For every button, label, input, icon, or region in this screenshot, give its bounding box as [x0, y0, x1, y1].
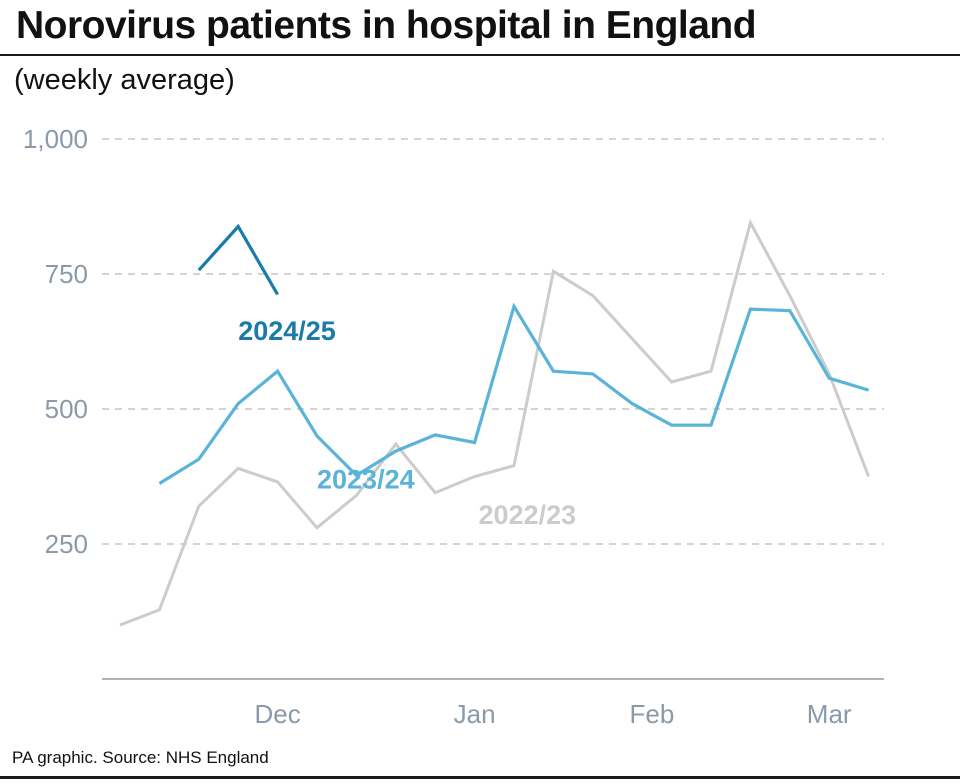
- y-tick-label: 250: [45, 529, 88, 559]
- x-tick-label: Jan: [454, 699, 496, 729]
- x-tick-label: Dec: [254, 699, 300, 729]
- source-credit: PA graphic. Source: NHS England: [12, 748, 269, 767]
- bottom-rule: [0, 776, 960, 779]
- series-line-2024-25: [197, 223, 279, 296]
- y-tick-label: 500: [45, 394, 88, 424]
- series-label-2024-25: 2024/25: [238, 316, 336, 346]
- y-tick-label: 1,000: [23, 124, 88, 154]
- x-tick-label: Mar: [807, 699, 852, 729]
- series-label-2022-23: 2022/23: [479, 500, 577, 530]
- top-rule: [0, 54, 960, 56]
- series-line-2023-24: [158, 302, 870, 485]
- chart-subtitle: (weekly average): [14, 64, 235, 96]
- x-tick-label: Feb: [629, 699, 674, 729]
- series-line-2022-23: [119, 218, 871, 627]
- chart-title: Norovirus patients in hospital in Englan…: [16, 4, 757, 47]
- y-tick-label: 750: [45, 259, 88, 289]
- series-label-2023-24: 2023/24: [317, 464, 415, 494]
